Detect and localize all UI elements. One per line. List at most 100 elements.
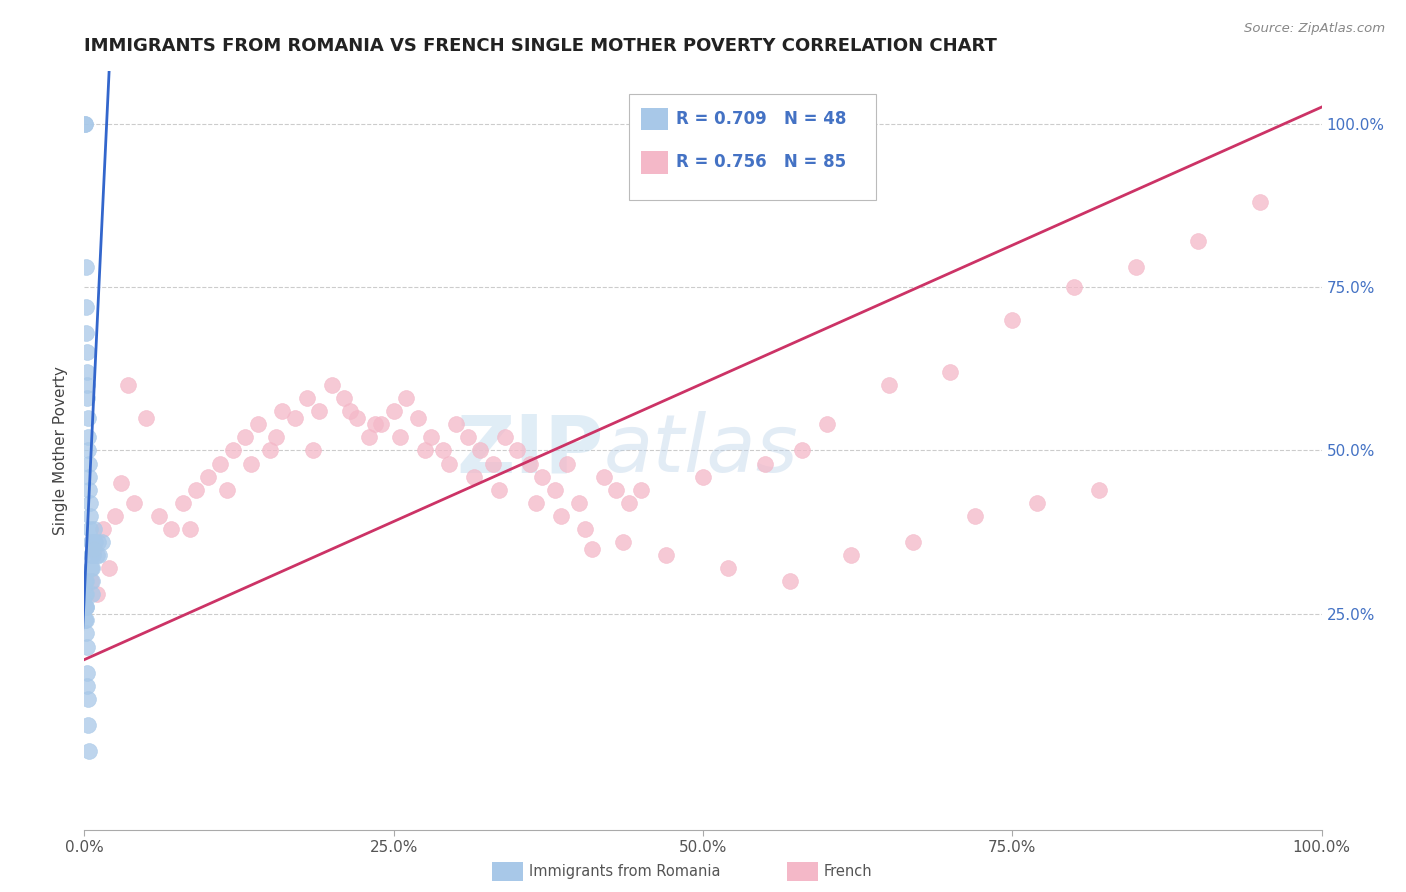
Point xyxy=(815,417,838,432)
Point xyxy=(568,496,591,510)
Point xyxy=(965,508,987,523)
Point xyxy=(444,417,467,432)
Point xyxy=(197,469,219,483)
Point xyxy=(717,561,740,575)
Point xyxy=(419,430,441,444)
Point xyxy=(77,744,100,758)
Point xyxy=(75,614,97,628)
Point xyxy=(488,483,510,497)
Text: atlas: atlas xyxy=(605,411,799,490)
Point xyxy=(76,691,98,706)
Point xyxy=(593,469,616,483)
Point xyxy=(1026,496,1049,510)
Point xyxy=(160,522,183,536)
Point xyxy=(481,457,503,471)
Point xyxy=(76,665,98,680)
Text: R = 0.709   N = 48: R = 0.709 N = 48 xyxy=(676,110,846,128)
Point xyxy=(82,548,104,562)
Point xyxy=(439,457,461,471)
Point xyxy=(370,417,392,432)
Point xyxy=(209,457,232,471)
Point xyxy=(1125,260,1147,275)
Point xyxy=(76,679,98,693)
Point xyxy=(302,443,325,458)
Point xyxy=(135,410,157,425)
Point xyxy=(877,378,900,392)
Point xyxy=(77,469,100,483)
Point xyxy=(86,548,108,562)
Point xyxy=(80,574,103,589)
Point xyxy=(89,548,111,562)
Point xyxy=(75,117,97,131)
Point xyxy=(413,443,436,458)
Point xyxy=(1001,312,1024,326)
Point xyxy=(655,548,678,562)
Point xyxy=(98,561,121,575)
Point xyxy=(76,391,98,405)
Point xyxy=(75,326,97,340)
Point xyxy=(73,574,96,589)
Point xyxy=(75,626,97,640)
Point xyxy=(357,430,380,444)
Point xyxy=(110,476,132,491)
Point xyxy=(555,457,578,471)
FancyBboxPatch shape xyxy=(628,95,876,201)
Point xyxy=(408,410,430,425)
Point xyxy=(82,561,104,575)
Point xyxy=(531,469,554,483)
Point xyxy=(308,404,330,418)
Point xyxy=(903,535,925,549)
Point xyxy=(76,365,98,379)
Bar xyxy=(641,151,668,174)
Point xyxy=(80,587,103,601)
Point xyxy=(550,508,572,523)
Point xyxy=(83,541,105,556)
Point xyxy=(259,443,281,458)
Point xyxy=(79,483,101,497)
Text: Immigrants from Romania: Immigrants from Romania xyxy=(529,864,720,879)
Point xyxy=(75,260,97,275)
Point xyxy=(240,457,263,471)
Point xyxy=(76,640,98,654)
Point xyxy=(80,561,103,575)
Point xyxy=(80,548,103,562)
Point xyxy=(754,457,776,471)
Point xyxy=(117,378,139,392)
Point xyxy=(939,365,962,379)
Point xyxy=(75,600,97,615)
Point xyxy=(79,522,101,536)
Point xyxy=(574,522,596,536)
Point xyxy=(179,522,201,536)
Point xyxy=(463,469,485,483)
Point xyxy=(148,508,170,523)
Point xyxy=(779,574,801,589)
Point xyxy=(841,548,863,562)
Point xyxy=(519,457,541,471)
Point xyxy=(76,378,98,392)
Point xyxy=(75,587,97,601)
Point xyxy=(271,404,294,418)
Point xyxy=(75,614,97,628)
Point xyxy=(215,483,238,497)
Point xyxy=(75,600,97,615)
Text: IMMIGRANTS FROM ROMANIA VS FRENCH SINGLE MOTHER POVERTY CORRELATION CHART: IMMIGRANTS FROM ROMANIA VS FRENCH SINGLE… xyxy=(84,37,997,54)
Point xyxy=(83,522,105,536)
Point xyxy=(692,469,714,483)
Point xyxy=(79,508,101,523)
Point xyxy=(122,496,145,510)
Point xyxy=(91,522,114,536)
Text: Source: ZipAtlas.com: Source: ZipAtlas.com xyxy=(1244,22,1385,36)
Point xyxy=(222,443,245,458)
Point xyxy=(75,600,97,615)
Bar xyxy=(641,108,668,130)
Point xyxy=(1063,280,1085,294)
Point xyxy=(79,574,101,589)
Point xyxy=(339,404,361,418)
Point xyxy=(790,443,813,458)
Point xyxy=(87,535,110,549)
Point xyxy=(172,496,194,510)
Point xyxy=(104,508,127,523)
Point xyxy=(457,430,479,444)
Point xyxy=(77,443,100,458)
Point xyxy=(86,587,108,601)
